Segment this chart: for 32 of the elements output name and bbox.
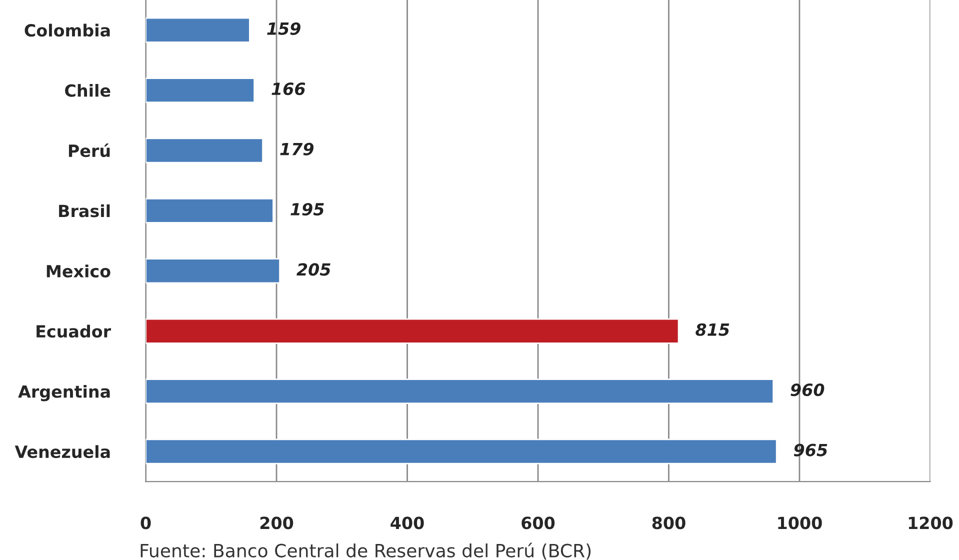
bar xyxy=(146,438,778,464)
y-tick-label: Chile xyxy=(65,84,110,97)
x-tick-label: 200 xyxy=(260,516,294,530)
y-tick-label: Ecuador xyxy=(36,324,111,338)
bar xyxy=(146,138,264,164)
x-tick-label: 1000 xyxy=(778,516,822,530)
y-tick-label: Colombia xyxy=(24,24,110,37)
data-label: 960 xyxy=(790,384,824,396)
data-label: 179 xyxy=(280,142,314,156)
bar xyxy=(146,378,774,404)
bar xyxy=(146,198,274,224)
data-label: 166 xyxy=(272,82,306,96)
data-label: 815 xyxy=(696,323,730,336)
y-tick-label: Venezuela xyxy=(14,445,110,458)
data-label: 159 xyxy=(267,22,300,35)
data-label: 205 xyxy=(296,263,330,276)
bar xyxy=(146,258,280,284)
x-tick-label: 600 xyxy=(522,516,555,530)
x-tick-label: 0 xyxy=(140,516,151,530)
data-label: 965 xyxy=(794,444,828,456)
y-tick-label: Perú xyxy=(68,144,110,158)
bar xyxy=(146,318,680,344)
data-label: 195 xyxy=(290,202,324,216)
source-note: Fuente: Banco Central de Reservas del Perú (BCR) xyxy=(140,542,591,560)
bar xyxy=(146,78,255,104)
x-tick-label: 1200 xyxy=(908,516,953,530)
bar xyxy=(146,17,250,43)
y-tick-label: Brasil xyxy=(59,204,110,218)
y-tick-label: Mexico xyxy=(46,264,110,278)
x-tick-label: 400 xyxy=(390,516,424,530)
y-tick-label: Argentina xyxy=(18,384,110,402)
x-tick-label: 800 xyxy=(652,516,686,530)
